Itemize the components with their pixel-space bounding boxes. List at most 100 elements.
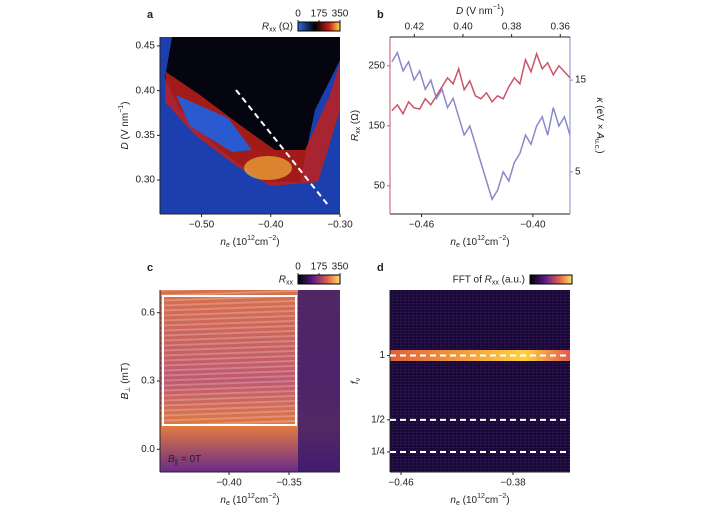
text-part: n (450, 495, 456, 506)
text-part: −2 (498, 493, 506, 500)
x2-tick-label: 0.38 (502, 22, 522, 33)
text-part: xx (355, 126, 362, 134)
heatmap-d (390, 290, 570, 472)
y-tick-label: 1 (379, 350, 385, 361)
x-tick-label: −0.38 (500, 478, 526, 489)
text-part: ) (276, 495, 279, 506)
y-tick-label: 0.6 (141, 307, 155, 318)
text-part: xx (286, 280, 294, 287)
text-part: 12 (247, 235, 255, 242)
text-part: e (456, 500, 460, 507)
colorbar (297, 274, 341, 285)
x-tick-label: −0.40 (258, 220, 284, 231)
y-tick-label: 0.0 (141, 444, 155, 455)
colorbar-tick-label: 0 (295, 262, 301, 273)
x2-axis-label: D (V nm−1) (456, 4, 504, 16)
x-tick-label: −0.46 (409, 220, 435, 231)
text-part: (V nm (120, 113, 131, 142)
x-axis-label: ne (1012cm−2) (450, 235, 509, 249)
text-part: D (120, 142, 131, 149)
panel-label: c (147, 262, 153, 274)
text-part: −2 (268, 493, 276, 500)
heatmap-region (390, 290, 570, 472)
colorbar-tick-label: 0 (295, 9, 301, 20)
text-part: ) (594, 150, 605, 153)
heatmap-region (298, 290, 340, 472)
y2-tick-label: 5 (575, 166, 581, 177)
heatmap-region (160, 290, 300, 425)
text-part: (10 (460, 495, 478, 506)
y-tick-label: 0.3 (141, 376, 155, 387)
text-part: (10 (230, 495, 248, 506)
text-part: e (456, 242, 460, 249)
y-tick-label: 0.40 (136, 85, 156, 96)
y-tick-label: 1/4 (371, 447, 385, 458)
series-line (391, 50, 571, 202)
y-axis-label: fν (350, 377, 363, 384)
text-part: (Ω) (350, 110, 361, 127)
text-part: (V nm (463, 6, 492, 17)
y-axis-label: D (V nm−1) (118, 101, 130, 149)
text-part: n (450, 237, 456, 248)
highlight-box (162, 295, 297, 426)
text-part: cm (485, 237, 498, 248)
panel-label: d (377, 262, 384, 274)
text-part: ∥ (175, 458, 179, 466)
text-part: A (594, 131, 605, 139)
text-part: xx (492, 280, 500, 287)
x2-tick-label: 0.42 (405, 22, 425, 33)
text-part: −1 (493, 4, 501, 11)
colorbar-tick-label: 350 (332, 9, 349, 20)
text-part: = 0T (178, 454, 201, 465)
text-part: B (168, 454, 175, 465)
colorbar-label: Rxx (279, 274, 294, 287)
text-part: n (220, 237, 226, 248)
text-part: cm (485, 495, 498, 506)
x-tick-label: −0.46 (388, 478, 414, 489)
text-part: e (226, 500, 230, 507)
text-part: FFT of (453, 274, 485, 285)
text-part: R (350, 134, 361, 141)
y-tick-label: 0.45 (136, 41, 156, 52)
text-part: ) (120, 101, 131, 104)
y-axis-label: Rxx (Ω) (350, 110, 363, 141)
text-part: u.c. (593, 139, 600, 150)
heatmap-region (165, 62, 340, 186)
colorbar-tick-label: 350 (332, 262, 349, 273)
x2-tick-label: 0.36 (551, 22, 571, 33)
text-part: R (279, 274, 286, 285)
text-part: (eV × (594, 102, 605, 132)
heatmap-c (160, 290, 340, 472)
x-axis-label: ne (1012cm−2) (220, 493, 279, 507)
colorbar-tick-label: 175 (311, 262, 328, 273)
colorbar (529, 274, 573, 285)
text-part: 12 (477, 493, 485, 500)
text-part: κ (594, 97, 605, 103)
text-part: cm (255, 237, 268, 248)
text-part: B (120, 392, 131, 399)
text-part: f (350, 380, 361, 384)
y-tick-label: 0.35 (136, 130, 156, 141)
series-line (391, 51, 571, 116)
text-part: cm (255, 495, 268, 506)
text-part: ) (506, 237, 509, 248)
text-part: n (220, 495, 226, 506)
text-part: xx (269, 27, 277, 34)
text-part: (10 (460, 237, 478, 248)
colorbar-label: FFT of Rxx (a.u.) (453, 274, 525, 287)
colorbar-tick-label: 175 (311, 9, 328, 20)
heatmap-region (176, 95, 252, 152)
y-tick-label: 150 (368, 120, 385, 131)
x-tick-label: −0.30 (327, 220, 353, 231)
panel-label: a (147, 9, 154, 21)
y-tick-label: 50 (374, 180, 386, 191)
colorbar (297, 21, 341, 32)
x-axis-label: ne (1012cm−2) (450, 493, 509, 507)
y-tick-label: 0.30 (136, 175, 156, 186)
x-tick-label: −0.35 (276, 478, 302, 489)
text-part: ) (276, 237, 279, 248)
guide-line (235, 89, 329, 206)
colorbar-label: Rxx (Ω) (262, 21, 293, 34)
text-part: D (456, 6, 463, 17)
